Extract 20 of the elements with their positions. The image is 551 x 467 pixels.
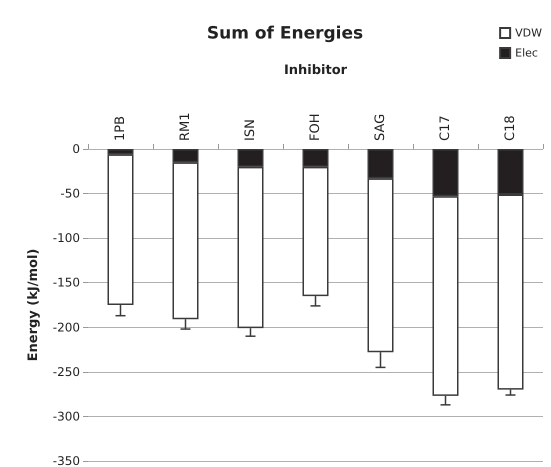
y-tick-label: -350 xyxy=(52,454,80,467)
y-tick-label: -150 xyxy=(52,276,80,290)
chart-title: Sum of Energies xyxy=(206,24,364,44)
x-tick-label: RM1 xyxy=(178,112,193,141)
y-tick-label: -100 xyxy=(52,231,80,246)
x-tick-label: C17 xyxy=(438,115,453,141)
x-tick-label: FOH xyxy=(308,114,323,141)
y-tick-label: 0 xyxy=(72,142,80,156)
y-tick-label: -200 xyxy=(52,320,80,334)
x-tick-label: 1PB xyxy=(113,116,128,141)
x-tick-label: ISN xyxy=(243,119,258,141)
x-axis-title: Inhibitor xyxy=(284,63,348,78)
y-axis-title: Energy (kJ/mol) xyxy=(26,248,41,362)
y-tick-label: -300 xyxy=(52,409,80,424)
legend-label: VDW xyxy=(515,26,542,40)
legend-label: Elec xyxy=(515,46,538,60)
y-tick-label: -50 xyxy=(60,186,80,201)
y-tick-label: -250 xyxy=(52,364,80,379)
x-tick-label: SAG xyxy=(373,114,388,141)
x-tick-label: C18 xyxy=(503,115,518,141)
